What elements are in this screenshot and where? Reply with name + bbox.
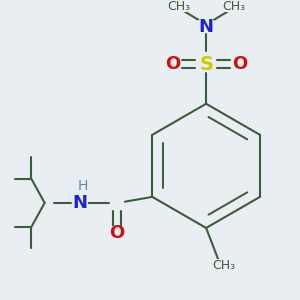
Text: O: O (110, 224, 124, 242)
Text: H: H (77, 179, 88, 193)
Text: O: O (232, 55, 247, 73)
Bar (198, 57, 214, 71)
Text: CH₃: CH₃ (212, 259, 236, 272)
Bar (170, 0, 187, 12)
Text: N: N (199, 18, 214, 36)
Bar (166, 58, 180, 71)
Bar (232, 58, 247, 71)
Bar (216, 259, 232, 271)
Text: S: S (199, 55, 213, 74)
Text: CH₃: CH₃ (222, 0, 245, 13)
Bar (198, 20, 214, 33)
Bar (78, 181, 87, 191)
Bar (72, 196, 88, 209)
Text: N: N (73, 194, 88, 212)
Text: O: O (165, 55, 180, 73)
Text: CH₃: CH₃ (167, 0, 190, 13)
Bar (225, 0, 242, 12)
Bar (110, 226, 124, 239)
